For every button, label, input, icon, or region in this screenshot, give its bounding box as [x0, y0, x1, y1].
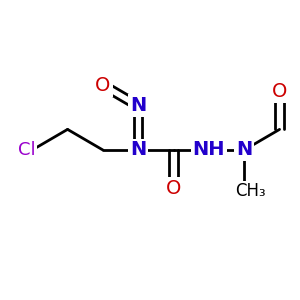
Text: Cl: Cl: [17, 141, 35, 159]
Text: O: O: [272, 82, 287, 100]
Text: CH₃: CH₃: [235, 182, 266, 200]
Text: N: N: [236, 140, 252, 160]
Text: O: O: [166, 179, 181, 198]
Text: NH: NH: [193, 140, 225, 160]
Text: O: O: [95, 76, 111, 95]
Text: N: N: [130, 140, 146, 160]
Text: N: N: [130, 96, 146, 115]
